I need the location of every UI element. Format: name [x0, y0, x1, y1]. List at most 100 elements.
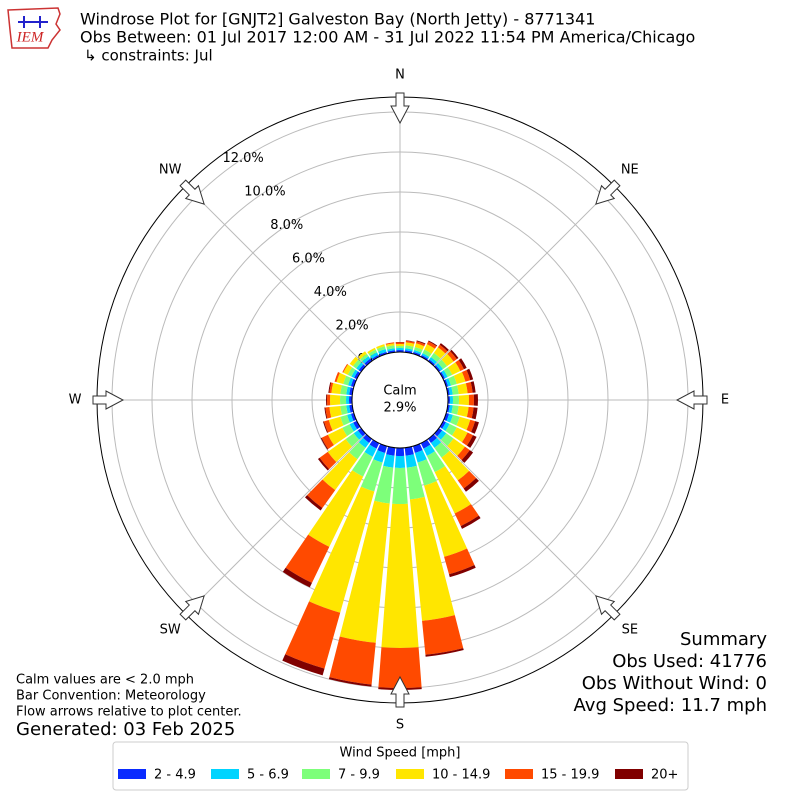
wind-bar-segment — [392, 467, 408, 504]
wind-bar-segment — [461, 369, 471, 382]
wind-bar-segment — [349, 442, 366, 460]
wind-bar-segment — [414, 450, 427, 463]
wind-bar-segment — [439, 343, 449, 352]
wind-bar-segment — [405, 454, 417, 468]
direction-label: W — [69, 393, 82, 408]
wind-bar-segment — [445, 423, 457, 436]
wind-bar-segment — [426, 451, 446, 473]
wind-bar-segment — [463, 478, 479, 492]
legend-label: 5 - 6.9 — [247, 768, 289, 783]
wind-bar-segment — [340, 385, 348, 395]
wind-bar-segment — [369, 439, 380, 449]
wind-bar-segment — [443, 367, 453, 378]
wind-bar-segment — [426, 341, 437, 349]
flow-arrow — [390, 675, 410, 708]
wind-bar-segment — [357, 428, 366, 437]
wind-bar-segment — [349, 422, 358, 432]
wind-bar-segment — [451, 405, 459, 415]
wind-bar-segment — [308, 470, 364, 547]
wind-bar-segment — [329, 382, 334, 394]
wind-bar-segment — [412, 443, 423, 453]
wind-bar-segment — [424, 481, 468, 557]
logo-mark — [18, 16, 48, 28]
wind-bar-segment — [327, 439, 353, 463]
wind-bar-segment — [458, 358, 467, 370]
generated: Generated: 03 Feb 2025 — [16, 719, 235, 740]
wind-bar-segment — [378, 647, 422, 688]
wind-bar-segment — [455, 359, 464, 371]
wind-bar-segment — [356, 362, 364, 371]
wind-bar-segment — [374, 465, 394, 504]
flow-arrow — [595, 179, 621, 205]
wind-bar-segment — [457, 470, 477, 489]
wind-bar-segment — [466, 406, 474, 419]
wind-bar-segment — [412, 351, 421, 357]
r-tick-label: 8.0% — [270, 218, 303, 233]
wind-bar-segment — [461, 450, 474, 463]
wind-bar-segment — [394, 455, 406, 468]
direction-label: NW — [159, 163, 182, 178]
summary-line: Avg Speed: 11.7 mph — [574, 695, 767, 716]
wind-bar-segment — [340, 395, 347, 405]
direction-spoke — [185, 185, 367, 367]
wind-bar-segment — [320, 437, 329, 450]
wind-bar-segment — [441, 370, 448, 379]
wind-bar-segment — [282, 567, 312, 588]
direction-label: SW — [160, 622, 181, 637]
wind-bar-segment — [440, 433, 454, 447]
wind-bar-segment — [340, 414, 350, 426]
wind-bar-segment — [457, 446, 470, 461]
wind-bar-segment — [413, 349, 422, 355]
wind-bar-segment — [385, 342, 395, 345]
wind-bar-segment — [447, 362, 461, 375]
wind-bar-segment — [442, 422, 450, 431]
wind-bar-segment — [428, 340, 438, 347]
wind-bar-segment — [324, 407, 328, 419]
wind-bar-segment — [352, 452, 373, 477]
wind-bar-segment — [376, 346, 386, 352]
wind-bar-segment — [452, 427, 468, 443]
wind-bar-segment — [331, 382, 342, 395]
wind-bar-segment — [449, 396, 453, 404]
direction-spoke — [433, 185, 615, 367]
wind-bar-segment — [458, 394, 469, 406]
flow-arrow — [675, 390, 708, 410]
wind-bar-segment — [441, 353, 454, 367]
wind-bar-segment — [395, 342, 405, 345]
wind-bar-segment — [330, 394, 341, 406]
logo-outline — [7, 7, 61, 49]
wind-bar-segment — [453, 372, 466, 385]
legend-swatch — [615, 769, 643, 779]
calm-label: Calm — [383, 384, 416, 399]
wind-bar-segment — [448, 404, 453, 414]
wind-bar-segment — [385, 343, 395, 347]
calm-value: 2.9% — [383, 401, 416, 416]
wind-bar-segment — [460, 515, 481, 529]
r-tick-label: 4.0% — [314, 285, 347, 300]
logo-text: IEM — [16, 29, 45, 45]
wind-bar-segment — [466, 419, 476, 433]
wind-bar-segment — [468, 394, 474, 406]
wind-bar-segment — [340, 405, 348, 415]
wind-bar-segment — [450, 414, 460, 426]
wind-bar-segment — [434, 442, 450, 458]
wind-bar-segment — [471, 421, 479, 434]
wind-bar-segment — [360, 459, 383, 492]
direction-label: E — [721, 393, 729, 408]
r-tick-label: 10.0% — [244, 185, 285, 200]
chart-title: Windrose Plot for [GNJT2] Galveston Bay … — [80, 10, 595, 29]
wind-bar-segment — [395, 447, 405, 457]
legend-label: 7 - 9.9 — [338, 768, 380, 783]
wind-bar-segment — [367, 347, 376, 354]
wind-bar-segment — [326, 394, 328, 406]
wind-bar-segment — [347, 367, 356, 377]
wind-bar-segment — [420, 439, 431, 449]
wind-bar-segment — [327, 427, 348, 446]
wind-bar-segment — [396, 347, 404, 351]
note: Bar Convention: Meteorology — [16, 689, 206, 704]
wind-bar-segment — [466, 435, 477, 448]
wind-bar-segment — [457, 405, 469, 418]
wind-bar-segment — [346, 405, 351, 414]
flow-arrow — [390, 92, 410, 125]
